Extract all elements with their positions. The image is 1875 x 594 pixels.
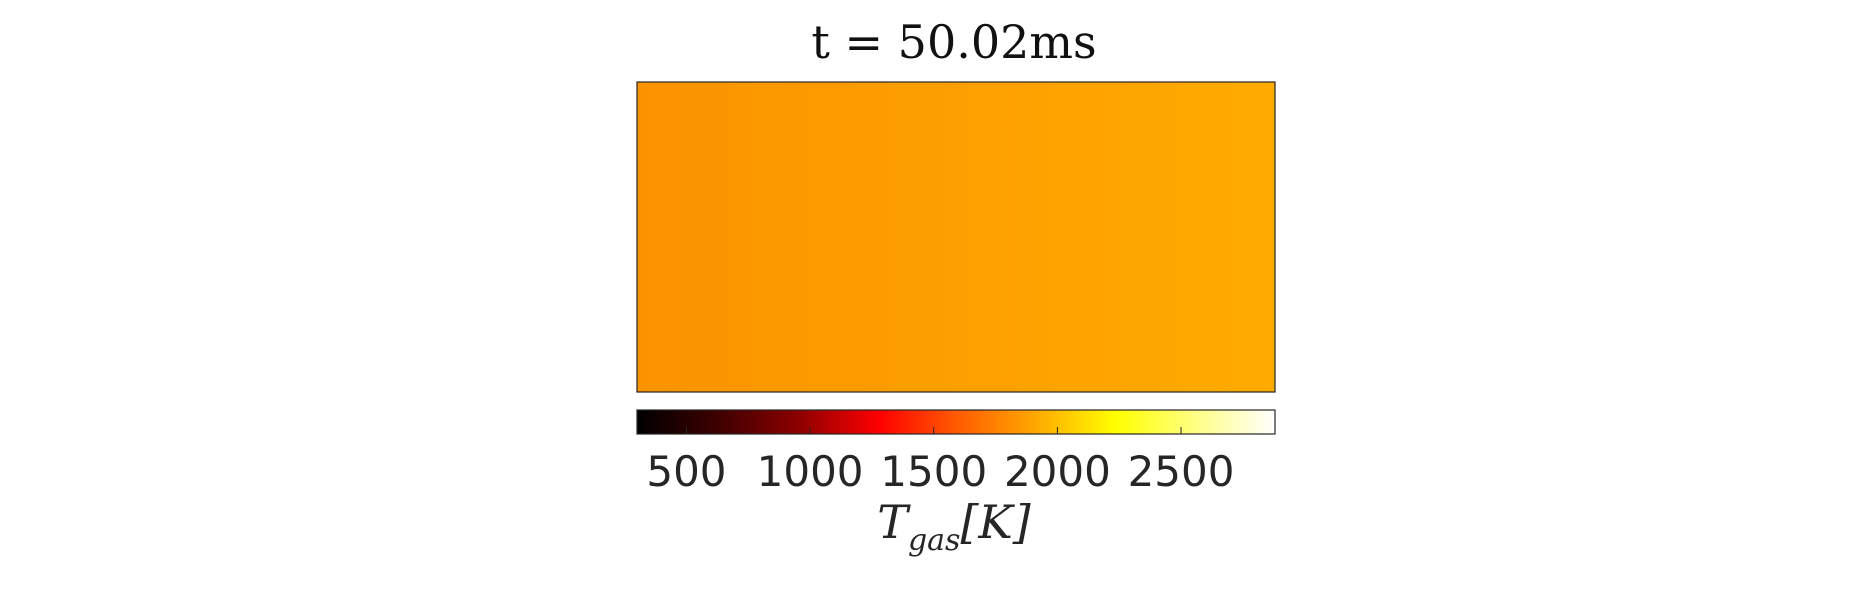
colorbar-tick-label: 2000 — [1004, 447, 1111, 496]
colorbar-label: Tgas[K] — [877, 495, 1030, 558]
colorbar-label-unit: [K] — [960, 495, 1030, 549]
colorbar-tick-label: 500 — [646, 447, 726, 496]
colorbar-ticks — [685, 427, 1182, 434]
colorbar-tick-label: 1000 — [757, 447, 864, 496]
colorbar-tick-labels: 500 1000 1500 2000 2500 — [646, 447, 1234, 496]
temperature-field — [636, 81, 1276, 393]
colorbar-label-sub: gas — [908, 523, 961, 558]
chart-title: t = 50.02ms — [811, 15, 1096, 69]
colorbar-label-main: T — [877, 495, 911, 549]
colorbar — [636, 409, 1276, 435]
colorbar-tick-label: 2500 — [1128, 447, 1235, 496]
colorbar-tick-label: 1500 — [880, 447, 987, 496]
